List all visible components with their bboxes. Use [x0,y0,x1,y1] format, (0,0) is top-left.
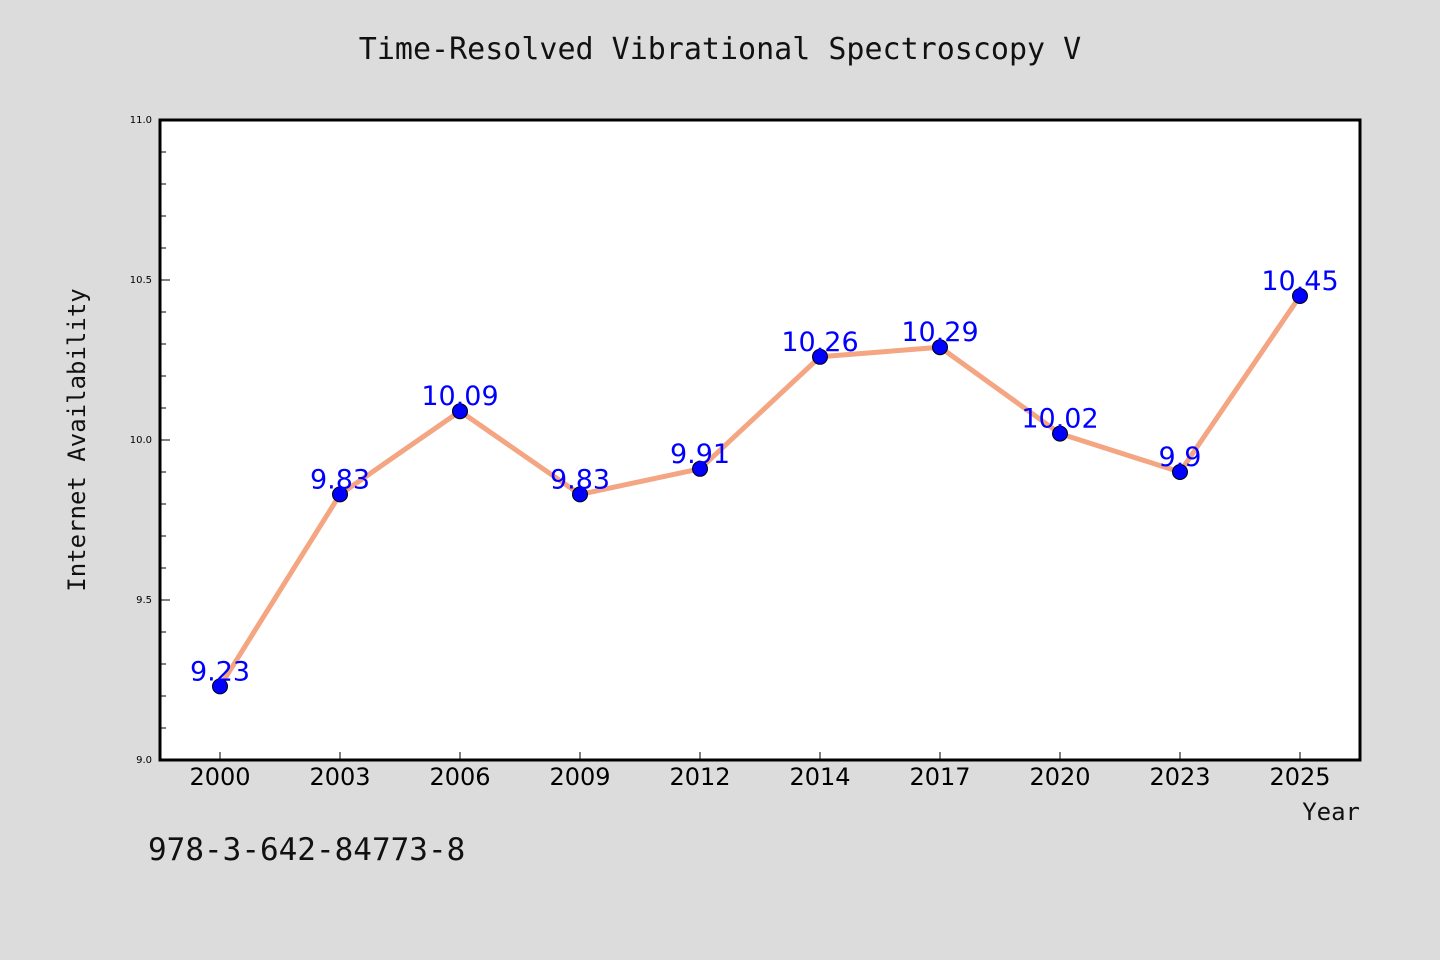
data-label: 10.02 [1021,404,1098,435]
x-tick-label: 2006 [429,763,490,791]
x-tick-label: 2020 [1029,763,1090,791]
data-label: 9.9 [1159,442,1202,473]
labels-layer: 9.23 9.83 10.09 9.83 9.91 10.26 10.29 10.02 9.9 1… [190,266,1339,687]
data-label: 9.83 [550,464,610,495]
y-tick-label: 9.5 [136,595,152,606]
ticks-layer: 9.0 9.5 10.0 10.5 11.0 2000 2003 2006 2009 2012 20… [130,115,1331,791]
y-axis-label: Internet Availability [63,288,91,591]
data-point [332,486,348,503]
y-tick-label: 9.0 [136,755,152,766]
y-tick-label: 10.5 [130,275,152,286]
x-tick-label: 2014 [789,763,850,791]
data-label: 10.26 [781,327,858,358]
data-point [572,486,588,503]
footer-code: 978-3-642-84773-8 [148,832,466,868]
data-label: 9.83 [310,464,370,495]
plot-area [160,120,1360,760]
data-point [1052,425,1068,442]
data-point [1292,288,1308,304]
x-tick-label: 2025 [1269,763,1330,791]
data-point [212,678,228,695]
series-layer [212,288,1308,695]
x-tick-label: 2003 [309,763,370,791]
data-label: 10.09 [421,381,498,412]
data-label: 9.91 [670,439,730,470]
chart-title: Time-Resolved Vibrational Spectroscopy V [358,32,1082,67]
x-tick-label: 2012 [669,763,730,791]
x-axis-label: Year [1302,798,1360,826]
data-point [932,339,948,356]
data-point [1172,464,1188,480]
data-point [452,403,468,420]
data-point [812,348,828,365]
y-tick-label: 11.0 [130,115,152,126]
y-tick-label: 10.0 [130,435,152,446]
data-label: 10.29 [901,317,978,348]
series-line [217,293,1303,689]
plot-frame [158,118,1362,762]
x-tick-label: 2009 [549,763,610,791]
data-point [692,460,708,477]
x-tick-label: 2023 [1149,763,1210,791]
x-tick-label: 2000 [189,763,250,791]
data-label: 9.23 [190,656,250,687]
x-tick-label: 2017 [909,763,970,791]
data-label: 10.45 [1261,266,1338,297]
